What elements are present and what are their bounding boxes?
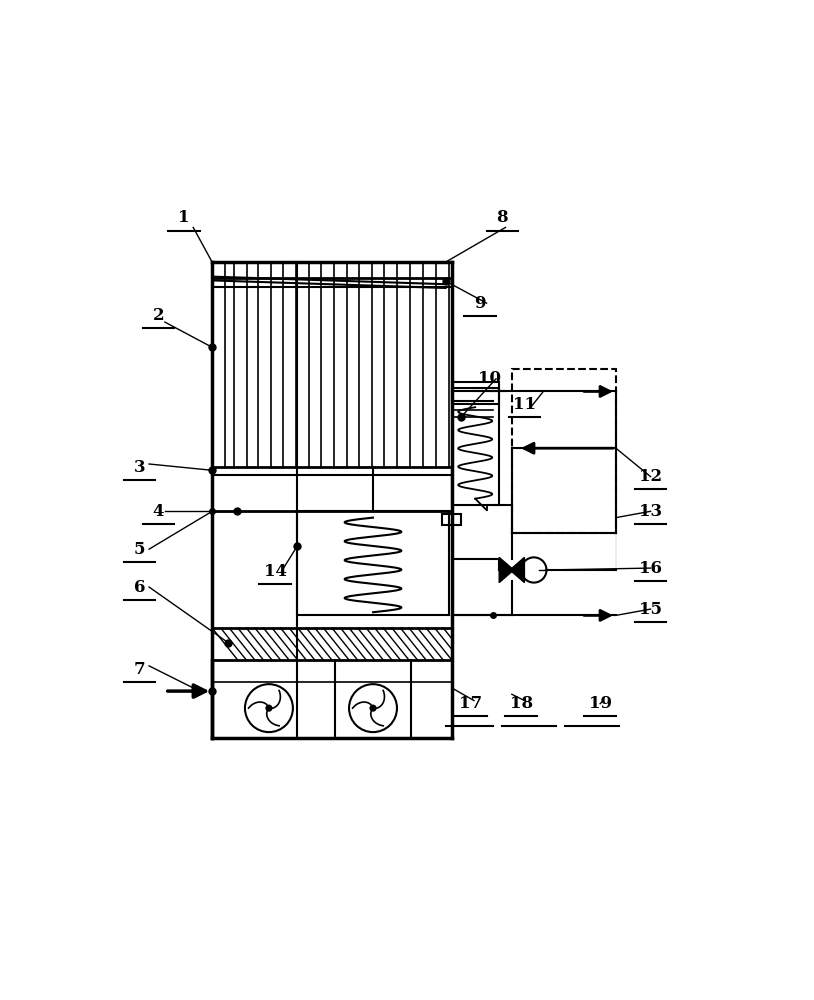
Text: 15: 15 xyxy=(639,601,662,618)
Text: 17: 17 xyxy=(459,695,483,712)
Circle shape xyxy=(370,705,376,711)
Text: 3: 3 xyxy=(133,459,146,476)
Bar xyxy=(452,388,499,505)
Text: 7: 7 xyxy=(133,661,146,678)
Text: 13: 13 xyxy=(639,503,662,520)
Text: 5: 5 xyxy=(133,541,146,558)
Text: 12: 12 xyxy=(639,468,662,485)
Text: 11: 11 xyxy=(513,396,536,413)
Polygon shape xyxy=(510,557,524,583)
Text: 18: 18 xyxy=(510,695,533,712)
Bar xyxy=(297,511,449,615)
Text: 19: 19 xyxy=(589,695,611,712)
Text: 2: 2 xyxy=(153,307,164,324)
Text: 8: 8 xyxy=(497,209,508,226)
Bar xyxy=(443,514,462,525)
Text: 9: 9 xyxy=(475,295,486,312)
Text: 16: 16 xyxy=(639,560,662,577)
Circle shape xyxy=(266,705,272,711)
Text: 4: 4 xyxy=(153,503,164,520)
Polygon shape xyxy=(499,557,514,583)
Bar xyxy=(452,382,499,404)
Text: 6: 6 xyxy=(133,579,146,596)
Text: 14: 14 xyxy=(264,563,287,580)
Bar xyxy=(512,369,616,533)
Text: 10: 10 xyxy=(478,370,501,387)
Text: 1: 1 xyxy=(178,209,190,226)
